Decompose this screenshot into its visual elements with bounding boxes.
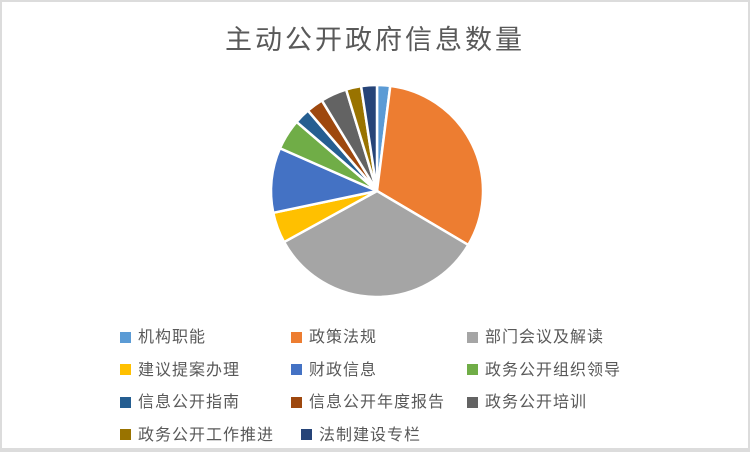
legend-label: 政务公开组织领导 [485,359,622,379]
legend-swatch-icon [467,364,478,375]
pie-slice-1[interactable] [375,84,485,247]
legend-item-9[interactable]: 政务公开工作推进 [120,425,274,445]
legend-label: 机构职能 [138,327,207,346]
legend-item-6[interactable]: 信息公开指南 [120,392,240,412]
legend-swatch-icon [467,396,478,408]
legend-label: 政务公开培训 [485,392,588,411]
legend-swatch-icon [291,396,302,408]
legend-swatch-icon [291,364,302,375]
legend-item-7[interactable]: 信息公开年度报告 [291,392,445,412]
legend-label: 部门会议及解读 [485,327,605,346]
legend-item-3[interactable]: 建议提案办理 [120,360,240,380]
chart-title: 主动公开政府信息数量 [225,25,525,56]
legend-item-8[interactable]: 政务公开培训 [467,392,587,412]
legend-label: 财政信息 [309,359,378,379]
legend-item-2[interactable]: 部门会议及解读 [467,327,604,347]
legend-swatch-icon [120,331,131,343]
legend-swatch-icon [120,429,131,440]
legend-label: 建议提案办理 [138,359,241,379]
legend-label: 政策法规 [309,327,378,346]
legend-item-0[interactable]: 机构职能 [120,327,206,347]
legend-label: 法制建设专栏 [319,424,422,444]
legend-swatch-icon [120,364,131,375]
legend-label: 信息公开指南 [138,392,241,411]
legend-swatch-icon [467,331,478,343]
legend-item-1[interactable]: 政策法规 [291,327,377,347]
legend-swatch-icon [301,429,312,440]
pie-chart [269,83,485,299]
legend-item-5[interactable]: 政务公开组织领导 [467,360,621,380]
pie-slice-10[interactable] [359,83,379,193]
legend-item-10[interactable]: 法制建设专栏 [301,425,421,445]
legend-swatch-icon [120,396,131,408]
legend-label: 政务公开工作推进 [138,424,275,444]
legend-label: 信息公开年度报告 [309,392,446,411]
legend-swatch-icon [291,331,302,343]
legend-item-4[interactable]: 财政信息 [291,360,377,380]
